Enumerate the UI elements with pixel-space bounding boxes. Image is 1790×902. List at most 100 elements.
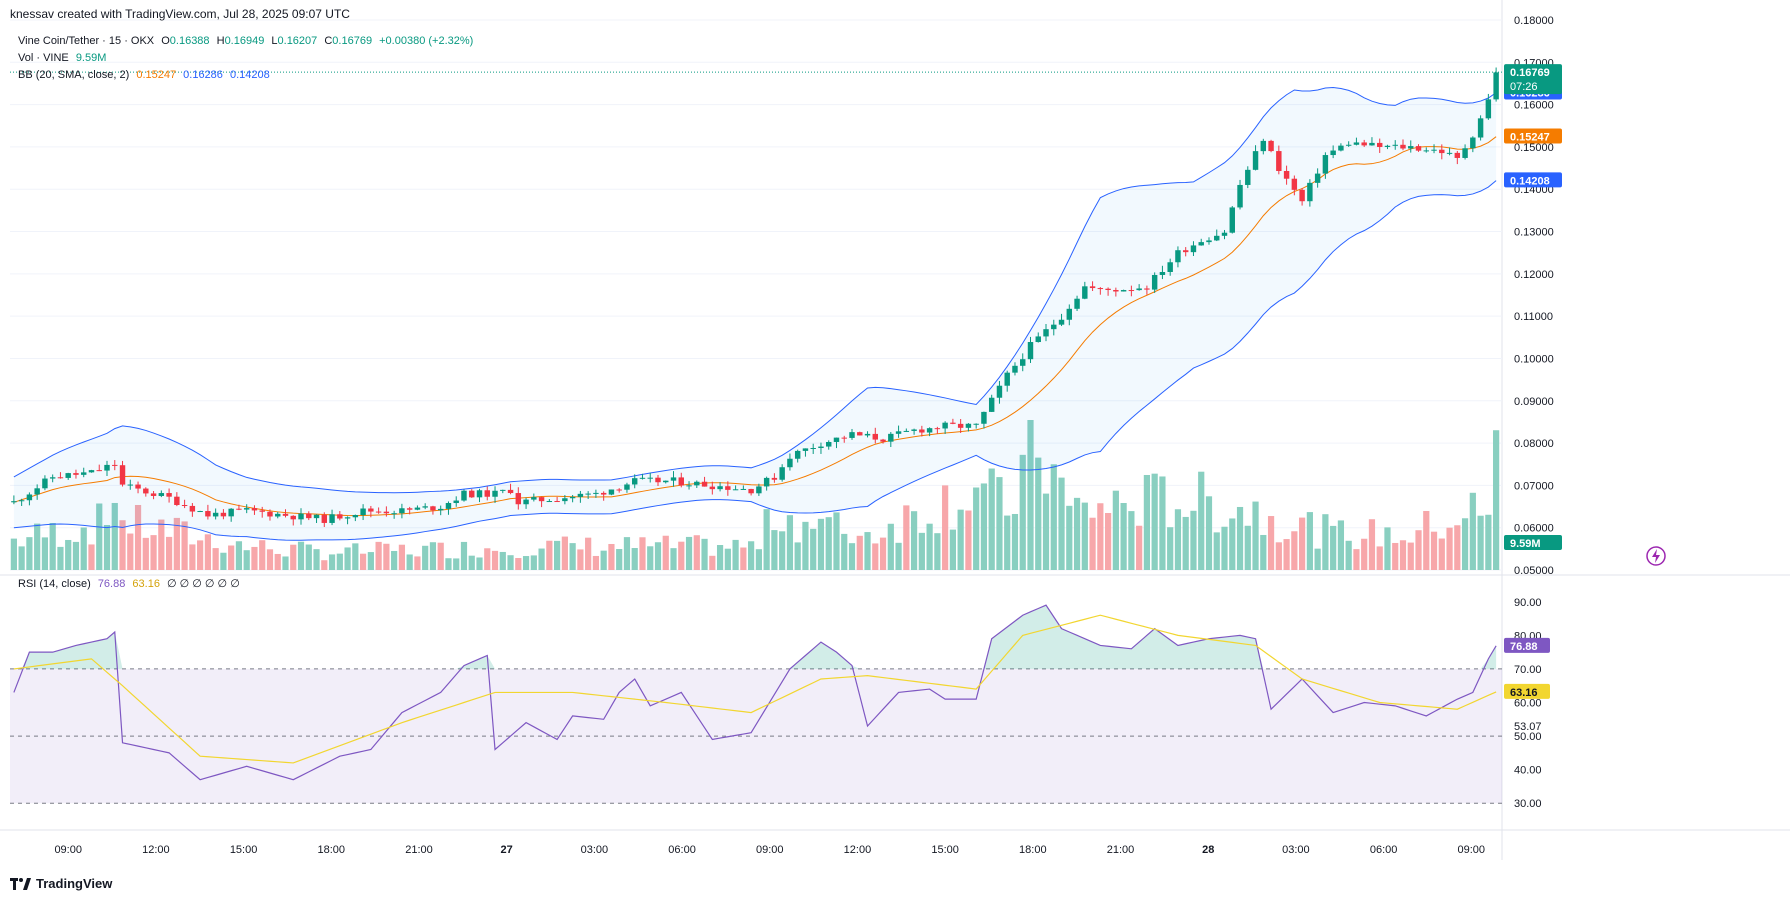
volume-bar xyxy=(297,541,305,570)
candle-body xyxy=(849,432,855,438)
volume-bar xyxy=(864,532,871,570)
candle-body xyxy=(616,489,622,491)
candle-body xyxy=(1408,146,1414,149)
candle-body xyxy=(1462,148,1468,158)
volume-bar xyxy=(817,518,825,570)
candle-body xyxy=(515,493,522,505)
volume-bar xyxy=(476,557,483,570)
candle-body xyxy=(546,501,553,503)
volume-bar xyxy=(321,560,328,570)
candle-body xyxy=(1307,182,1313,202)
volume-bar xyxy=(1190,510,1197,570)
candle-body xyxy=(313,514,320,519)
candle-body xyxy=(476,490,483,498)
candle-body xyxy=(461,490,467,501)
volume-bar xyxy=(1104,512,1112,570)
volume-bar xyxy=(134,504,142,570)
volume-bar xyxy=(150,535,157,570)
candle-body xyxy=(1361,142,1367,146)
volume-bar xyxy=(127,533,134,570)
volume-bar xyxy=(1019,454,1026,570)
time-axis-label: 21:00 xyxy=(1107,844,1135,856)
candle-body xyxy=(732,489,739,491)
candle-body xyxy=(243,508,250,510)
candle-body xyxy=(577,493,584,497)
candle-body xyxy=(453,500,459,504)
legend-open-label: O xyxy=(161,35,170,47)
candle-body xyxy=(112,464,118,466)
candle-body xyxy=(826,441,832,447)
volume-bar xyxy=(1066,505,1073,570)
candle-body xyxy=(686,485,692,487)
volume-bar xyxy=(724,548,731,570)
volume-bar xyxy=(305,544,312,570)
candle-body xyxy=(1322,155,1329,174)
volume-bar xyxy=(1089,517,1096,570)
candle-body xyxy=(1245,169,1251,185)
volume-bar xyxy=(34,523,41,570)
legend-volume-label: Vol · VINE xyxy=(18,52,69,64)
price-tick-label: 0.12000 xyxy=(1514,269,1554,281)
candle-body xyxy=(631,478,638,485)
candle-body xyxy=(1214,235,1220,241)
candle-body xyxy=(538,497,545,502)
volume-bar xyxy=(1213,532,1220,570)
legend-low: 0.16207 xyxy=(277,35,318,47)
candle-body xyxy=(1237,184,1243,208)
candle-body xyxy=(663,480,669,483)
candle-body xyxy=(1353,142,1360,145)
volume-bar xyxy=(802,521,809,570)
legend-high-label: H xyxy=(216,35,225,47)
candle-body xyxy=(748,488,754,494)
volume-bar xyxy=(1454,525,1461,570)
price-tick-label: 0.11000 xyxy=(1514,311,1553,323)
volume-bar xyxy=(996,477,1003,570)
candle-body xyxy=(1392,144,1398,146)
volume-bar xyxy=(1430,531,1438,570)
time-axis-label: 18:00 xyxy=(1019,844,1047,856)
candle-body xyxy=(143,488,149,494)
candle-body xyxy=(329,514,335,523)
time-axis-label: 09:00 xyxy=(1458,844,1486,856)
volume-bar xyxy=(685,536,693,570)
volume-bar xyxy=(670,548,677,570)
candle-body xyxy=(391,513,397,515)
candle-body xyxy=(119,465,126,485)
volume-bar xyxy=(41,537,49,570)
volume-bar xyxy=(810,528,817,570)
volume-bar xyxy=(259,540,266,570)
volume-bar xyxy=(49,523,56,570)
last-price-badge-bg xyxy=(1504,64,1562,95)
candle-body xyxy=(484,490,490,497)
candle-body xyxy=(344,517,351,519)
candle-body xyxy=(670,477,677,481)
volume-bar xyxy=(282,556,289,570)
volume-bar xyxy=(942,485,949,570)
volume-bar xyxy=(546,540,553,570)
volume-bar xyxy=(856,535,863,570)
candle-body xyxy=(833,437,840,442)
volume-bar xyxy=(1330,525,1337,570)
volume-bar xyxy=(616,549,623,570)
volume-bar xyxy=(80,527,87,570)
volume-bar xyxy=(189,544,196,570)
candle-body xyxy=(523,499,529,505)
candle-body xyxy=(1097,288,1104,290)
rsi-extra-label: 53.07 xyxy=(1514,721,1542,733)
candle-body xyxy=(1151,274,1158,290)
candle-body xyxy=(569,496,576,499)
volume-bar xyxy=(1345,540,1352,570)
tradingview-logo[interactable]: TradingView xyxy=(10,876,112,891)
volume-bar xyxy=(1353,549,1360,570)
time-axis-label: 03:00 xyxy=(1282,844,1310,856)
volume-bar xyxy=(507,555,514,570)
volume-bar xyxy=(879,537,887,570)
candle-body xyxy=(872,433,879,440)
volume-bar xyxy=(623,537,631,570)
volume-bar xyxy=(1438,538,1445,570)
volume-bar xyxy=(1027,420,1034,570)
candle-body xyxy=(406,508,413,510)
candle-body xyxy=(554,501,560,503)
bb-basis-line xyxy=(13,136,1497,517)
